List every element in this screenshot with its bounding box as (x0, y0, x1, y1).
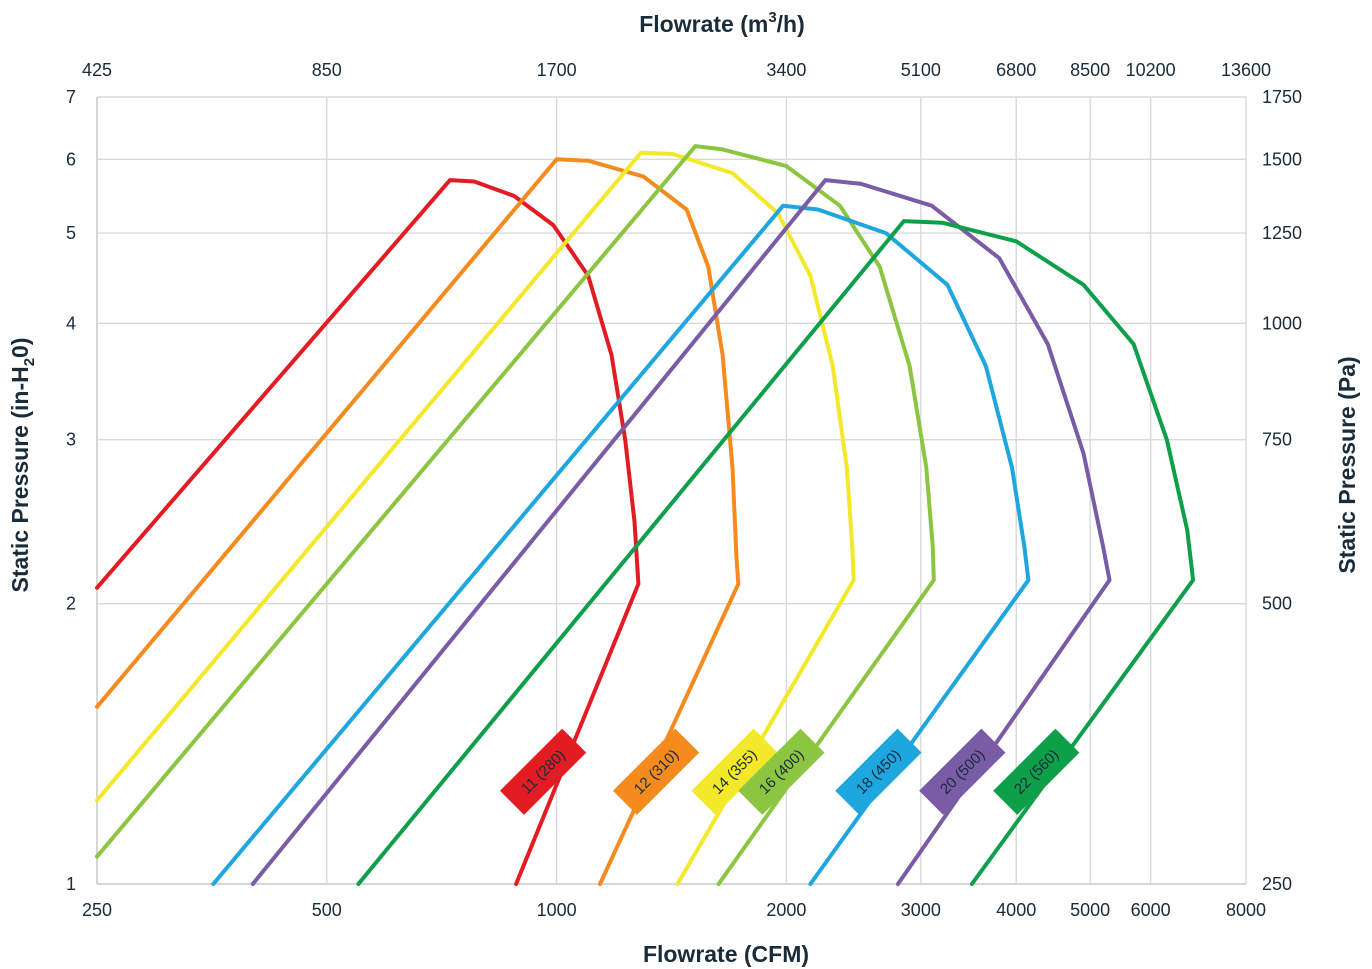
series-tags: 11 (280) 12 (310) 14 (355)16 (400) 18 (450)… (499, 728, 1080, 815)
x-tick-label: 6000 (1131, 900, 1171, 920)
x-tick-label: 1000 (537, 900, 577, 920)
left-axis-title: Static Pressure (in-H20) (7, 337, 38, 592)
x-top-tick-label: 5100 (901, 60, 941, 80)
series-line (95, 144, 936, 886)
x-top-tick-label: 1700 (537, 60, 577, 80)
series-tag: 12 (310) (612, 728, 700, 815)
top-axis-title: Flowrate (m3/h) (639, 9, 805, 37)
x-top-tick-label: 13600 (1221, 60, 1271, 80)
y-tick-label: 4 (66, 313, 76, 333)
series-tag-box (919, 728, 1006, 815)
series-tag-box (835, 728, 922, 815)
x-tick-label: 4000 (996, 900, 1036, 920)
series-tag: 22 (560) (993, 728, 1080, 815)
y-right-tick-label: 1000 (1262, 313, 1302, 333)
series-tag: 18 (450) (835, 728, 922, 815)
bottom-axis-title: Flowrate (CFM) (643, 941, 809, 967)
y-tick-label: 6 (66, 149, 76, 169)
right-axis-title: Static Pressure (Pa) (1334, 356, 1360, 573)
x-tick-label: 500 (312, 900, 342, 920)
y-tick-label: 3 (66, 430, 76, 450)
x-tick-label: 2000 (766, 900, 806, 920)
series-line (95, 150, 856, 886)
y-tick-label: 5 (66, 223, 76, 243)
y-right-tick-label: 750 (1262, 430, 1292, 450)
x-top-tick-label: 8500 (1070, 60, 1110, 80)
x-top-tick-label: 10200 (1126, 60, 1176, 80)
series-tag-box (738, 728, 825, 815)
y-tick-label: 1 (66, 874, 76, 894)
series-tag: 20 (500) (919, 728, 1006, 815)
y-right-tick-label: 1250 (1262, 223, 1302, 243)
x-top-tick-label: 3400 (766, 60, 806, 80)
grid-lines (96, 96, 1247, 885)
y-right-tick-label: 1500 (1262, 149, 1302, 169)
x-tick-label: 8000 (1226, 900, 1266, 920)
series-line (95, 157, 741, 886)
x-tick-label: 250 (82, 900, 112, 920)
series-line (250, 178, 1112, 886)
y-right-tick-label: 250 (1262, 874, 1292, 894)
series-lines (95, 144, 1196, 886)
series-tag-box (499, 728, 587, 815)
series-tag-box (993, 728, 1080, 815)
series-tag-box (612, 728, 700, 815)
x-top-tick-label: 6800 (996, 60, 1036, 80)
x-tick-label: 3000 (901, 900, 941, 920)
x-top-tick-label: 850 (312, 60, 342, 80)
y-tick-label: 7 (66, 87, 76, 107)
y-right-tick-label: 500 (1262, 594, 1292, 614)
series-line (356, 219, 1196, 886)
x-tick-label: 5000 (1070, 900, 1110, 920)
x-top-tick-label: 425 (82, 60, 112, 80)
y-tick-label: 2 (66, 594, 76, 614)
y-right-tick-label: 1750 (1262, 87, 1302, 107)
series-tag: 11 (280) (499, 728, 587, 815)
series-tag-box (691, 728, 778, 815)
